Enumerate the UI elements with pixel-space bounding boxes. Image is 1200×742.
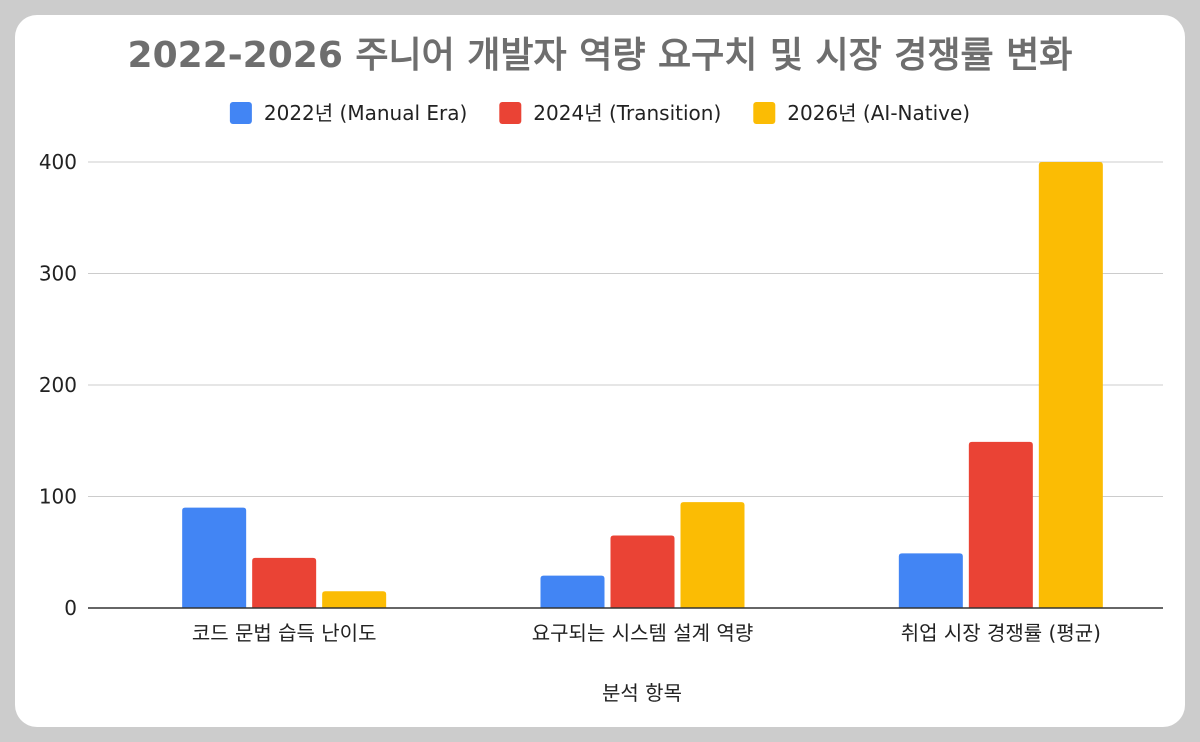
legend-swatch: [229, 102, 252, 124]
bar: [322, 591, 387, 608]
bar: [610, 535, 675, 608]
legend-item: 2024년 (Transition): [499, 101, 721, 125]
legend-item: 2022년 (Manual Era): [229, 101, 467, 125]
legend-swatch: [753, 102, 776, 124]
chart-title: 2022-2026 주니어 개발자 역량 요구치 및 시장 경쟁률 변화: [128, 35, 1073, 76]
legend: 2022년 (Manual Era) 2024년 (Transition) 2026…: [229, 101, 970, 125]
y-tick-label: 400: [39, 150, 77, 174]
x-category-label: 요구되는 시스템 설계 역량: [532, 621, 753, 645]
bars: [182, 162, 1103, 608]
bar: [540, 575, 605, 608]
bar: [968, 441, 1033, 608]
legend-label: 2024년 (Transition): [533, 101, 721, 125]
x-axis-title: 분석 항목: [602, 681, 682, 705]
bar: [680, 502, 745, 608]
bar: [252, 557, 317, 608]
y-axis-ticks: 0 100 200 300 400: [39, 150, 77, 620]
legend-label: 2026년 (AI-Native): [787, 101, 970, 125]
y-tick-label: 100: [39, 485, 77, 509]
bar: [182, 507, 247, 608]
y-tick-label: 0: [64, 596, 77, 620]
chart: 2022-2026 주니어 개발자 역량 요구치 및 시장 경쟁률 변화 202…: [39, 35, 1163, 705]
legend-item: 2026년 (AI-Native): [753, 101, 970, 125]
bar: [898, 553, 963, 608]
y-tick-label: 300: [39, 262, 77, 286]
legend-label: 2022년 (Manual Era): [264, 101, 467, 125]
legend-swatch: [499, 102, 522, 124]
y-tick-label: 200: [39, 373, 77, 397]
x-category-label: 취업 시장 경쟁률 (평균): [901, 621, 1101, 645]
x-axis-categories: 코드 문법 습득 난이도 요구되는 시스템 설계 역량 취업 시장 경쟁률 (평균): [192, 621, 1101, 645]
x-category-label: 코드 문법 습득 난이도: [192, 621, 377, 645]
bar: [1038, 162, 1103, 608]
chart-card: 2022-2026 주니어 개발자 역량 요구치 및 시장 경쟁률 변화 202…: [15, 15, 1185, 727]
